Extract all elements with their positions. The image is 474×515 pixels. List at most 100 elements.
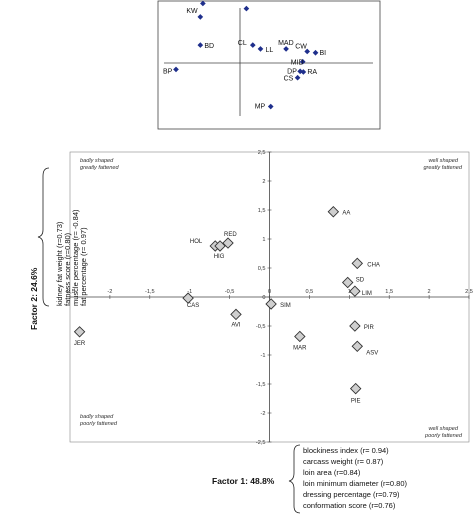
- loading-label-mp: MP: [255, 104, 266, 111]
- x-tick-label: 0,5: [306, 289, 314, 295]
- x-tick-label: 1,5: [385, 289, 393, 295]
- breed-point-sd: [341, 276, 354, 289]
- y-tick-group: 2,5 2 1,5 1 0,5 0 -0,5 -1 -1,5 -2 -2,5: [256, 150, 272, 446]
- quadrant-bottom-right-line2: poorly fattened: [424, 433, 463, 439]
- breed-label-hig: HIG: [214, 254, 225, 260]
- quadrant-top-right-line2: greatly fattened: [423, 165, 462, 171]
- loading-point-fp: [200, 0, 206, 7]
- loading-point-ra: [300, 69, 307, 75]
- loading-point-cl: [249, 42, 256, 48]
- breed-points: AA RED HOL HIG CHA SD LIM CAS SIM AVI PIR MAR ASV JER…: [73, 206, 380, 405]
- breed-point-cha: [351, 257, 364, 270]
- breed-point-pie: [349, 382, 362, 395]
- factor1-annotation: Factor 1: 48.8% blockiness index (r= 0.9…: [212, 444, 407, 514]
- loading-label-ll: LL: [265, 47, 273, 54]
- x-tick-label: 0: [268, 289, 271, 295]
- breed-label-sd: SD: [356, 278, 365, 284]
- loading-point-fs: [243, 5, 250, 12]
- loading-point-ll: [257, 46, 264, 52]
- y-tick-label: -0,5: [256, 324, 266, 330]
- breed-point-avi: [230, 308, 242, 321]
- y-tick-label: -2,5: [256, 440, 266, 446]
- y-tick-label: 1: [262, 237, 265, 243]
- loading-label-bp: BP: [163, 68, 173, 75]
- breed-point-pir: [349, 320, 361, 332]
- loadings-panel: FPKWBDBPFSCLLLMADCWBIMIDDPRACSMP: [157, 0, 381, 130]
- x-correlation-3: loin area (r=0.84): [303, 468, 361, 477]
- breed-point-sim: [265, 298, 277, 310]
- loading-label-cs: CS: [284, 76, 294, 83]
- breed-point-red: [222, 237, 234, 249]
- loading-point-kw: [197, 14, 204, 20]
- factor1-brace: [288, 444, 301, 514]
- loading-label-mid: MID: [291, 60, 304, 67]
- x-tick-label: -2: [107, 289, 112, 295]
- loading-label-fs: FS: [242, 0, 251, 1]
- x-tick-label: -1: [187, 289, 192, 295]
- factor1-title: Factor 1: 48.8%: [212, 476, 275, 486]
- breed-point-cas: [182, 292, 194, 304]
- quadrant-bottom-left-line1: badly shaped: [80, 414, 114, 420]
- loading-label-mad: MAD: [278, 40, 294, 47]
- x-tick-label: 1: [348, 289, 351, 295]
- x-correlation-1: blockiness index (r= 0.94): [303, 446, 389, 455]
- breed-label-cha: CHA: [367, 262, 380, 268]
- x-tick-label: 2,5: [465, 289, 473, 295]
- breed-label-asv: ASV: [366, 350, 378, 356]
- breed-point-jer: [73, 326, 86, 338]
- breed-label-sim: SIM: [280, 303, 291, 309]
- y-tick-label: 2,5: [258, 150, 266, 156]
- y-correlation-4: fat percentage (r= 0.97): [79, 227, 88, 306]
- y-correlation-1: kidney fat weight (r=0.73): [55, 221, 64, 306]
- breed-label-red: RED: [224, 232, 237, 238]
- loading-point-mp: [267, 103, 274, 110]
- breed-label-jer: JER: [74, 341, 86, 347]
- scores-panel: -2,5 -2 -1,5 -1 -0,5 0 0,5 1 1,5 2 2,5 2,5 2 1,5 1 0,5…: [65, 150, 473, 446]
- breed-point-hig: [214, 240, 226, 252]
- x-correlation-4: loin minimum diameter (r=0.80): [303, 479, 407, 488]
- loading-label-cw: CW: [295, 43, 307, 50]
- breed-label-pie: PIE: [351, 399, 361, 405]
- x-correlation-2: carcass weight (r= 0.87): [303, 457, 384, 466]
- breed-label-hol: HOL: [190, 239, 203, 245]
- loading-label-bi: BI: [320, 50, 327, 57]
- breed-label-avi: AVI: [231, 322, 241, 328]
- loading-point-bd: [197, 42, 204, 48]
- y-tick-label: 0,5: [258, 266, 266, 272]
- loading-label-kw: KW: [186, 8, 198, 15]
- y-correlation-2: fatness score (r=0.80): [63, 232, 72, 306]
- x-tick-label: 2: [428, 289, 431, 295]
- x-tick-group: -2,5 -2 -1,5 -1 -0,5 0 0,5 1 1,5 2 2,5: [65, 289, 473, 299]
- loading-point-bp: [173, 66, 179, 73]
- y-tick-label: 2: [262, 179, 265, 185]
- loading-label-dp: DP: [287, 68, 297, 75]
- y-tick-label: 0: [262, 295, 265, 301]
- y-correlation-3: muscle percentage (r= -0.84): [71, 209, 80, 306]
- y-tick-label: -1: [261, 353, 266, 359]
- x-tick-label: -2,5: [65, 289, 75, 295]
- factor2-annotation: Factor 2: 24.6% kidney fat weight (r=0.7…: [29, 167, 88, 330]
- x-tick-label: -0,5: [225, 289, 235, 295]
- loading-label-bd: BD: [204, 43, 214, 50]
- x-correlation-5: dressing percentage (r=0.79): [303, 490, 400, 499]
- breed-label-pir: PIR: [364, 325, 375, 331]
- y-tick-label: -1,5: [256, 382, 266, 388]
- x-tick-label: -1,5: [145, 289, 155, 295]
- quadrant-top-left-line2: greatly fattened: [80, 165, 119, 171]
- loading-point-cs: [294, 74, 301, 81]
- loadings-frame: [157, 0, 381, 130]
- y-tick-label: 1,5: [258, 208, 266, 214]
- loading-point-mad: [283, 46, 289, 52]
- quadrant-bottom-right-line1: well shaped: [428, 426, 458, 432]
- breed-label-cas: CAS: [187, 303, 199, 309]
- x-correlation-6: conformation score (r=0.76): [303, 501, 396, 510]
- breed-point-aa: [327, 206, 340, 218]
- y-tick-label: -2: [261, 411, 266, 417]
- breed-point-mar: [294, 330, 306, 343]
- loading-label-cl: CL: [238, 40, 247, 47]
- factor2-brace: [37, 167, 50, 307]
- quadrant-top-right-line1: well shaped: [428, 158, 458, 164]
- loadings-points: FPKWBDBPFSCLLLMADCWBIMIDDPRACSMP: [163, 0, 326, 111]
- breed-point-asv: [351, 340, 364, 353]
